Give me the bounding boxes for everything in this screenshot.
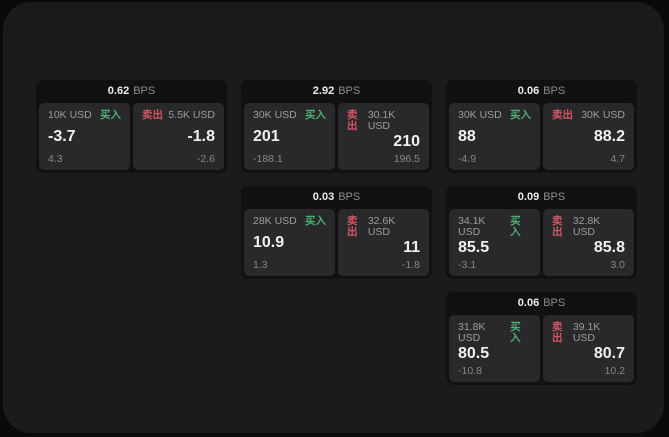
buy-size: 31.8K USD bbox=[458, 321, 486, 344]
sell-label: 卖出 bbox=[347, 109, 358, 132]
sell-size: 5.5K USD bbox=[168, 109, 215, 121]
sell-tile[interactable]: 卖出 32.8K USD 85.8 3.0 bbox=[543, 209, 634, 276]
sell-delta: -2.6 bbox=[196, 152, 215, 165]
buy-label: 买入 bbox=[100, 109, 121, 121]
bps-header: 0.09 BPS bbox=[446, 186, 637, 209]
bps-suffix: BPS bbox=[133, 85, 156, 97]
sell-label: 卖出 bbox=[552, 215, 563, 238]
buy-tile[interactable]: 31.8K USD 买入 80.5 -10.8 bbox=[449, 315, 540, 382]
buy-delta: -188.1 bbox=[253, 152, 283, 165]
bps-header: 0.06 BPS bbox=[446, 80, 637, 103]
buy-label: 买入 bbox=[305, 215, 326, 227]
buy-price: 201 bbox=[253, 128, 280, 145]
bps-header: 2.92 BPS bbox=[241, 80, 432, 103]
quote-card-5: 0.09 BPS 34.1K USD 买入 85.5 -3.1 卖出 32.8K… bbox=[446, 186, 637, 279]
sell-tile[interactable]: 卖出 30.1K USD 210 196.5 bbox=[338, 103, 429, 170]
bps-header: 0.62 BPS bbox=[36, 80, 227, 103]
buy-size: 30K USD bbox=[458, 109, 502, 121]
buy-price: 88 bbox=[458, 128, 476, 145]
bps-value: 0.62 bbox=[107, 85, 130, 97]
sell-tile[interactable]: 卖出 5.5K USD -1.8 -2.6 bbox=[133, 103, 224, 170]
sell-tile[interactable]: 卖出 30K USD 88.2 4.7 bbox=[543, 103, 634, 170]
sell-size: 39.1K USD bbox=[572, 321, 601, 344]
buy-delta: 1.3 bbox=[253, 258, 268, 271]
quote-card-4: 0.03 BPS 28K USD 买入 10.9 1.3 卖出 32.6K US… bbox=[241, 186, 432, 279]
sell-delta: 10.2 bbox=[604, 364, 625, 377]
bps-header: 0.06 BPS bbox=[446, 292, 637, 315]
buy-tile[interactable]: 28K USD 买入 10.9 1.3 bbox=[244, 209, 335, 276]
bps-value: 2.92 bbox=[312, 85, 335, 97]
bps-suffix: BPS bbox=[543, 297, 566, 309]
bps-value: 0.06 bbox=[517, 85, 540, 97]
buy-delta: 4.3 bbox=[48, 152, 63, 165]
sell-delta: 196.5 bbox=[393, 152, 420, 165]
sell-price: 210 bbox=[393, 133, 420, 151]
sell-tile[interactable]: 卖出 32.6K USD 11 -1.8 bbox=[338, 209, 429, 276]
sell-price: -1.8 bbox=[187, 128, 215, 145]
sell-delta: 3.0 bbox=[610, 258, 625, 271]
bps-suffix: BPS bbox=[338, 191, 361, 203]
sell-label: 卖出 bbox=[142, 109, 163, 121]
buy-size: 10K USD bbox=[48, 109, 92, 121]
bps-suffix: BPS bbox=[338, 85, 361, 97]
buy-tile[interactable]: 34.1K USD 买入 85.5 -3.1 bbox=[449, 209, 540, 276]
buy-size: 28K USD bbox=[253, 215, 297, 227]
sell-price: 88.2 bbox=[593, 128, 625, 145]
quote-cards-grid: 0.62 BPS 10K USD 买入 -3.7 4.3 卖出 5.5K USD… bbox=[36, 80, 637, 385]
buy-tile[interactable]: 10K USD 买入 -3.7 4.3 bbox=[39, 103, 130, 170]
sell-size: 30K USD bbox=[581, 109, 625, 121]
buy-tile[interactable]: 30K USD 买入 201 -188.1 bbox=[244, 103, 335, 170]
sell-price: 85.8 bbox=[593, 239, 625, 257]
buy-delta: -10.8 bbox=[458, 364, 482, 377]
sell-label: 卖出 bbox=[552, 109, 573, 121]
bps-suffix: BPS bbox=[543, 85, 566, 97]
buy-price: 10.9 bbox=[253, 234, 285, 251]
sell-label: 卖出 bbox=[552, 321, 563, 344]
buy-price: -3.7 bbox=[48, 128, 76, 145]
quote-card-2: 2.92 BPS 30K USD 买入 201 -188.1 卖出 30.1K … bbox=[241, 80, 432, 173]
buy-label: 买入 bbox=[305, 109, 326, 121]
sell-label: 卖出 bbox=[347, 215, 358, 238]
buy-delta: -4.9 bbox=[458, 152, 477, 165]
buy-size: 34.1K USD bbox=[458, 215, 486, 238]
sell-tile[interactable]: 卖出 39.1K USD 80.7 10.2 bbox=[543, 315, 634, 382]
buy-label: 买入 bbox=[510, 109, 531, 121]
bps-suffix: BPS bbox=[543, 191, 566, 203]
bps-value: 0.03 bbox=[312, 191, 335, 203]
buy-price: 85.5 bbox=[458, 239, 490, 257]
buy-label: 买入 bbox=[510, 215, 521, 238]
sell-price: 80.7 bbox=[593, 345, 625, 363]
sell-size: 30.1K USD bbox=[367, 109, 396, 132]
bps-header: 0.03 BPS bbox=[241, 186, 432, 209]
sell-delta: -1.8 bbox=[401, 258, 420, 271]
sell-delta: 4.7 bbox=[610, 152, 625, 165]
buy-tile[interactable]: 30K USD 买入 88 -4.9 bbox=[449, 103, 540, 170]
buy-price: 80.5 bbox=[458, 345, 490, 363]
quote-card-1: 0.62 BPS 10K USD 买入 -3.7 4.3 卖出 5.5K USD… bbox=[36, 80, 227, 173]
quote-card-6: 0.06 BPS 31.8K USD 买入 80.5 -10.8 卖出 39.1… bbox=[446, 292, 637, 385]
bps-value: 0.06 bbox=[517, 297, 540, 309]
sell-size: 32.8K USD bbox=[572, 215, 601, 238]
buy-delta: -3.1 bbox=[458, 258, 477, 271]
buy-label: 买入 bbox=[510, 321, 521, 344]
sell-price: 11 bbox=[403, 239, 420, 257]
sell-size: 32.6K USD bbox=[367, 215, 396, 238]
quote-card-3: 0.06 BPS 30K USD 买入 88 -4.9 卖出 30K USD 8… bbox=[446, 80, 637, 173]
bps-value: 0.09 bbox=[517, 191, 540, 203]
buy-size: 30K USD bbox=[253, 109, 297, 121]
